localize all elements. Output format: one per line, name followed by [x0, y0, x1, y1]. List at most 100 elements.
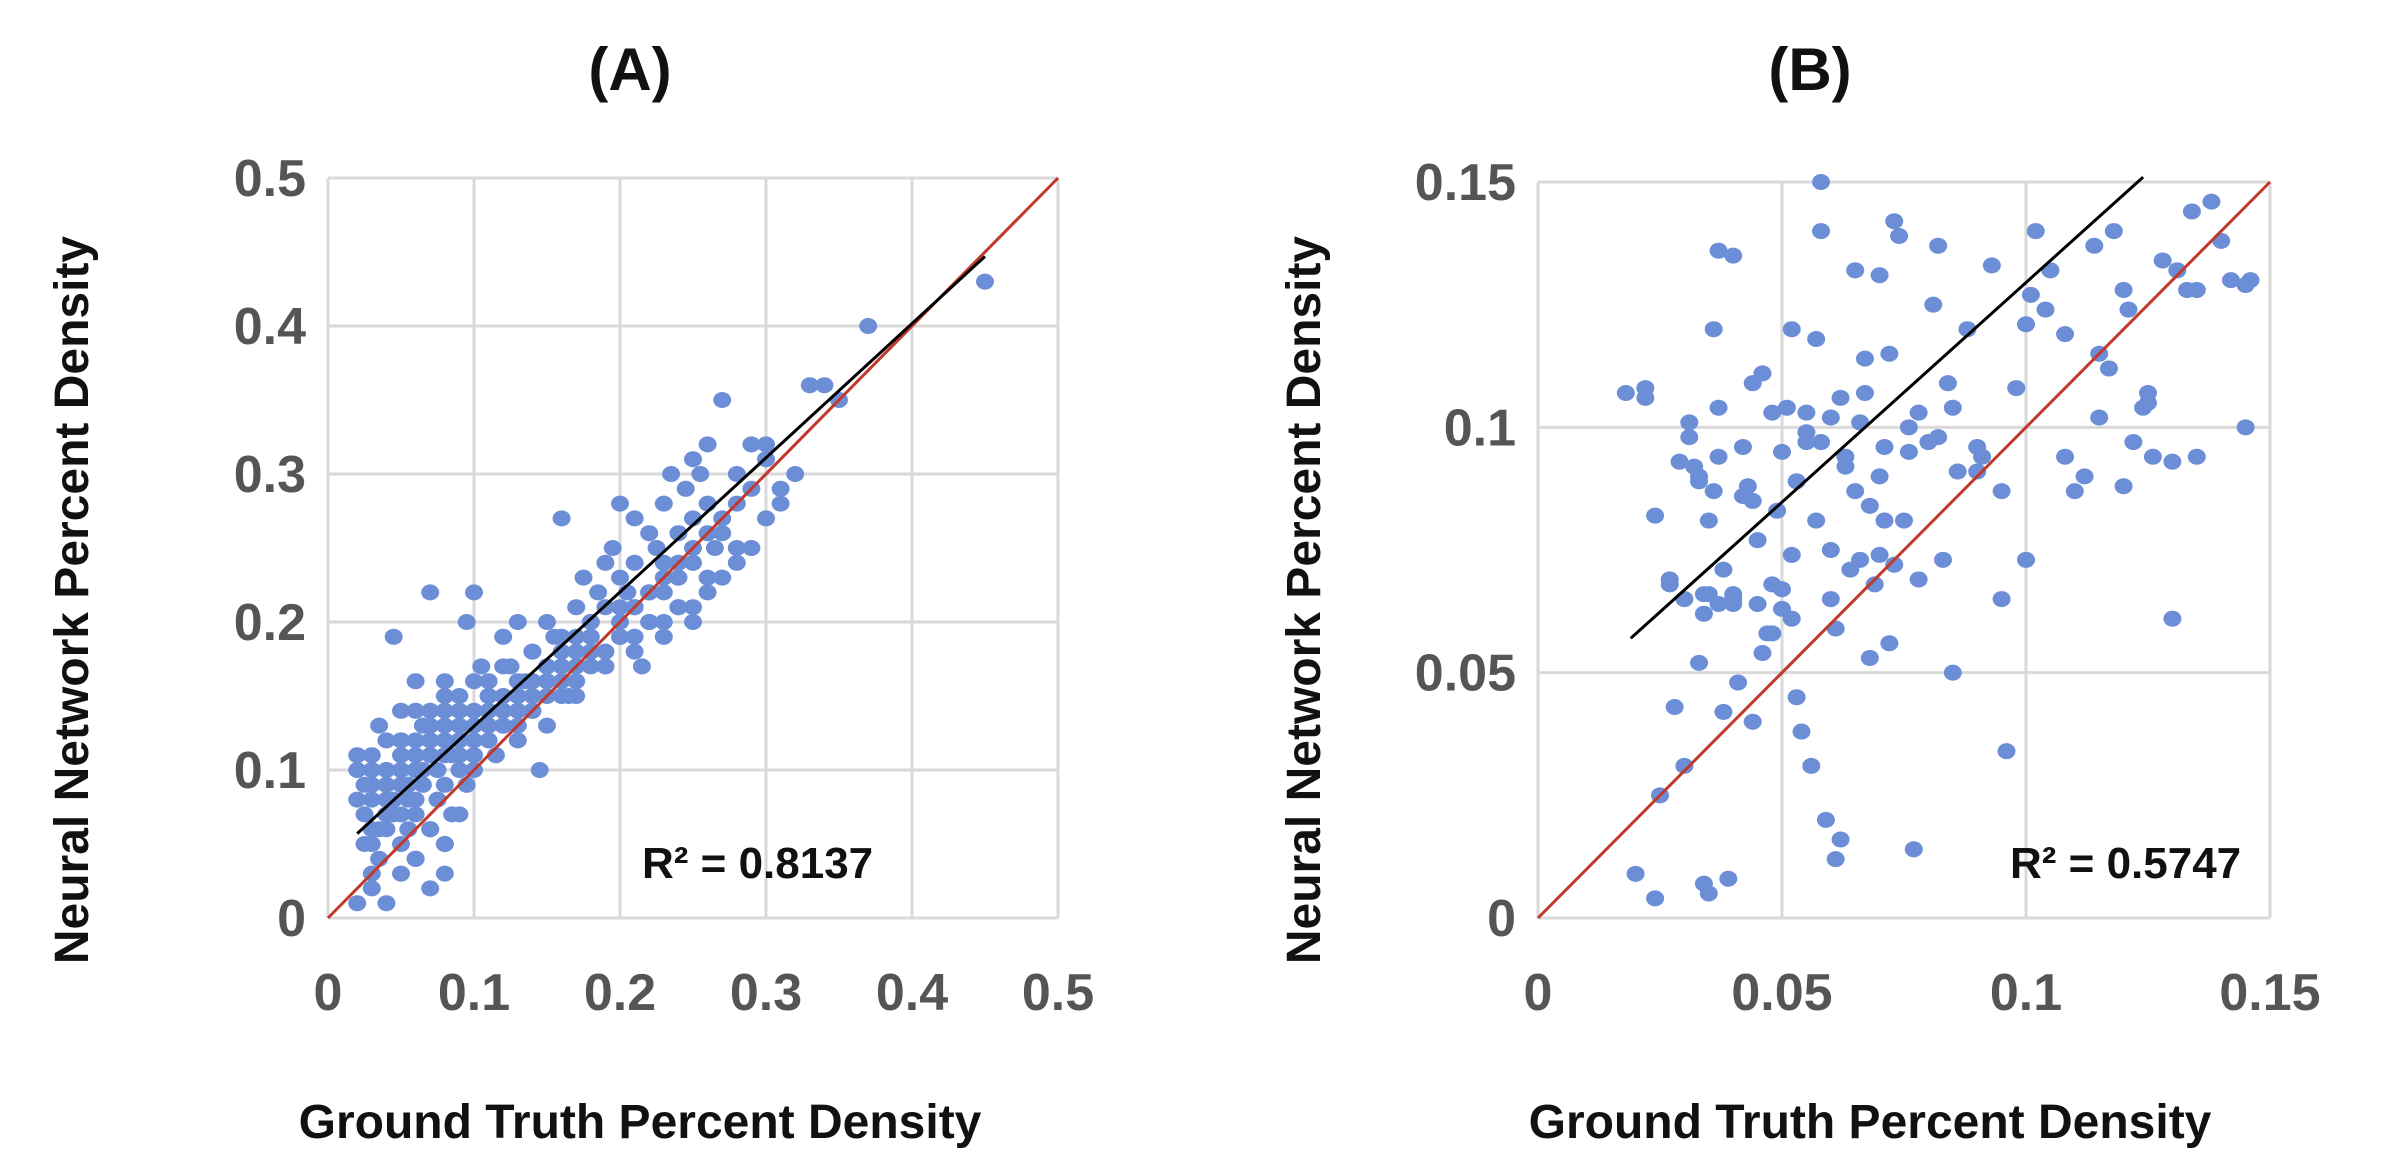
chart-b-data-point: [2119, 301, 2138, 318]
chart-a-data-point: [348, 762, 367, 778]
chart-a-data-point: [713, 569, 732, 586]
chart-b-data-point: [2114, 478, 2133, 495]
chart-a-data-point: [632, 658, 651, 675]
chart-b-data-point: [1992, 483, 2011, 500]
chart-b-data-point: [2114, 281, 2133, 298]
chart-a-data-point: [676, 480, 695, 497]
chart-a-data-point: [684, 554, 702, 571]
chart-b-data-point: [1777, 399, 1796, 416]
chart-a-data-point: [596, 658, 615, 675]
chart-a-data-point: [435, 776, 454, 793]
chart-a-data-point: [450, 702, 469, 719]
chart-b-data-point: [2065, 483, 2084, 500]
chart-b-r2-annotation: R² = 0.5747: [2010, 839, 2241, 888]
chart-a-data-point: [684, 451, 702, 468]
chart-a-data-point: [392, 776, 410, 793]
chart-b-x-tick-label: 0.15: [2219, 964, 2320, 1022]
chart-b-data-point: [1885, 213, 1904, 230]
chart-a-data-point: [815, 377, 834, 394]
chart-b-data-point: [1943, 399, 1962, 416]
chart-b-data-point: [1709, 242, 1728, 259]
chart-a-data-point: [465, 584, 483, 601]
chart-a-data-point: [654, 584, 673, 601]
chart-a-data-point: [647, 540, 666, 556]
chart-b-data-point: [1807, 331, 1826, 348]
chart-a-data-point: [567, 673, 586, 690]
chart-a-data-point: [377, 732, 396, 749]
chart-a-data-point: [727, 540, 746, 556]
chart-b-data-point: [2236, 277, 2255, 294]
chart-a-data-point: [377, 776, 396, 793]
chart-b-data-point: [1938, 375, 1957, 392]
chart-a-data-point: [567, 643, 586, 660]
chart-a-data-point: [757, 436, 775, 453]
chart-a-data-point: [392, 865, 410, 882]
chart-b-data-point: [1875, 438, 1894, 455]
chart-a-data-point: [976, 273, 994, 290]
chart-a-x-axis-label: Ground Truth Percent Density: [299, 1096, 982, 1149]
chart-a-x-tick-label: 0.2: [584, 964, 656, 1022]
chart-a-data-point: [450, 688, 469, 704]
chart-a-data-point: [669, 569, 688, 586]
chart-a-data-point: [596, 643, 615, 660]
chart-b-data-point: [1719, 870, 1738, 887]
chart-b-data-point: [1704, 483, 1723, 500]
chart-b-data-point: [2099, 360, 2118, 377]
chart-a-trendline: [356, 255, 987, 835]
chart-b-data-point: [1846, 483, 1865, 500]
chart-a-data-point: [355, 776, 374, 793]
chart-b-data-point: [2143, 448, 2162, 465]
chart-b-data-point: [1929, 429, 1948, 446]
chart-a-data-point: [508, 614, 527, 630]
chart-b-data-point: [1899, 443, 1918, 460]
chart-a-data-point: [435, 702, 454, 719]
chart-b-data-point: [1680, 429, 1699, 446]
chart-a-data-point: [800, 377, 819, 394]
chart-b-data-point: [1763, 404, 1782, 421]
chart-a-data-point: [611, 628, 629, 645]
chart-b-data-point: [1675, 757, 1694, 774]
chart-b-data-point: [2104, 223, 2123, 240]
chart-a-data-point: [698, 436, 717, 453]
chart-b-data-point: [1870, 468, 1889, 485]
chart-b-data-point: [1660, 571, 1679, 588]
chart-a-y-tick-label: 0: [277, 890, 306, 948]
chart-b-points: [1616, 174, 2260, 907]
chart-a-data-point: [581, 614, 600, 630]
chart-a-data-point: [479, 673, 498, 690]
chart-b-data-point: [1870, 267, 1889, 284]
chart-b-data-point: [1699, 512, 1718, 529]
chart-b-data-point: [1694, 586, 1713, 603]
chart-a-data-point: [567, 628, 586, 645]
chart-b-data-point: [1787, 689, 1806, 706]
chart-b-data-point: [1709, 399, 1728, 416]
chart-b-data-point: [1768, 502, 1787, 519]
chart-b-data-point: [1836, 448, 1855, 465]
chart-a-data-point: [654, 614, 673, 630]
chart-b-data-point: [1943, 664, 1962, 681]
chart-b-x-axis-label: Ground Truth Percent Density: [1529, 1096, 2212, 1149]
chart-b-data-point: [2021, 286, 2040, 303]
chart-b-data-point: [1704, 321, 1723, 338]
chart-a: (A) 00 0.1 0.1 0.2 0.2 0.3 0.3 0.4 0.4 0.5 0.5 R² …: [46, 36, 1094, 1149]
chart-a-data-point: [392, 806, 410, 823]
chart-a-data-point: [625, 643, 644, 660]
chart-a-data-point: [742, 436, 761, 453]
chart-b-y-tick-label: 0.1: [1444, 399, 1516, 457]
chart-a-data-point: [348, 747, 367, 764]
chart-a-data-point: [362, 836, 381, 852]
chart-a-data-point: [654, 495, 673, 512]
chart-a-data-point: [567, 599, 586, 616]
chart-b-data-point: [2202, 193, 2221, 210]
chart-b-data-point: [2056, 448, 2075, 465]
chart-b-data-point: [1724, 595, 1743, 612]
chart-b-data-point: [2056, 326, 2075, 343]
chart-a-data-point: [589, 584, 608, 601]
chart-a-data-point: [377, 895, 396, 912]
chart-a-data-point: [654, 628, 673, 645]
chart-a-data-point: [742, 540, 761, 556]
chart-b-data-point: [1616, 384, 1635, 401]
chart-b-data-point: [1782, 610, 1801, 627]
chart-b-y-tick-label: 0.15: [1415, 154, 1516, 212]
chart-a-data-point: [523, 688, 542, 704]
